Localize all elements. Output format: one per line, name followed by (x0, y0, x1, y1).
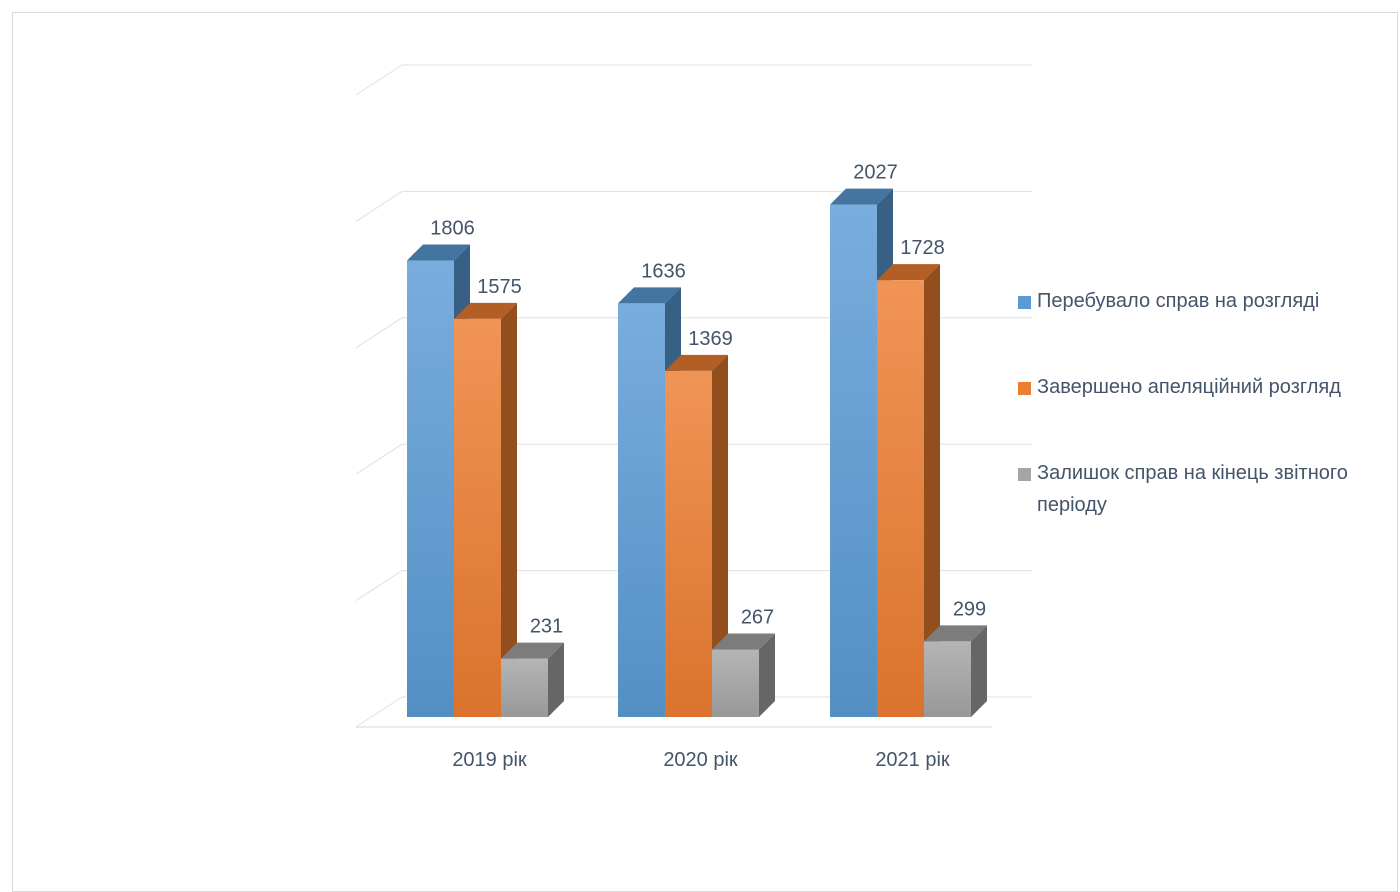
chart-legend: Перебувало справ на розгляді Завершено а… (1018, 285, 1388, 521)
legend-swatch-series-1 (1018, 296, 1031, 309)
data-label-2-1: 1636 (641, 260, 686, 282)
x-tick-label-3: 2021 рік (875, 749, 950, 771)
bar-1-3 (501, 642, 564, 717)
bar-front-2-2 (665, 370, 712, 717)
bar-front-3-3 (924, 641, 971, 717)
bar-side-1-2 (501, 302, 517, 717)
gridline-diag-500 (355, 570, 403, 602)
bar-top-2-2 (665, 354, 728, 371)
bar-side-2-3 (759, 633, 775, 717)
bar-top-2-3 (712, 633, 775, 650)
gridline-diag-1500 (355, 317, 403, 349)
bar-side-3-3 (971, 625, 987, 717)
gridline-diag-0 (355, 696, 403, 728)
bar-top-2-1 (618, 287, 681, 304)
data-labels: 1806 1575 231 2019 рік 1636 1369 267 2020 рік 20… (430, 162, 986, 771)
bar-top-3-3 (924, 625, 987, 642)
data-label-2-2: 1369 (688, 328, 733, 350)
bar-top-1-3 (501, 642, 564, 659)
bar-side-3-2 (924, 264, 940, 717)
legend-swatch-series-3 (1018, 468, 1031, 481)
bar-top-1-1 (407, 244, 470, 261)
bar-side-2-2 (712, 354, 728, 717)
legend-item-series-2: Завершено апеляційний розгляд (1018, 371, 1388, 403)
bar-3-3 (924, 625, 987, 717)
bar-front-1-2 (454, 318, 501, 717)
bars (407, 188, 987, 717)
legend-label-series-3: Залишок справ на кінець звітного періоду (1037, 462, 1348, 516)
legend-item-series-3: Залишок справ на кінець звітного періоду (1018, 457, 1388, 521)
legend-swatch-series-2 (1018, 382, 1031, 395)
data-label-1-2: 1575 (477, 276, 522, 298)
gridline-diag-2000 (355, 190, 403, 222)
bar-top-3-1 (830, 188, 893, 205)
bar-top-3-2 (877, 264, 940, 281)
data-label-2-3: 267 (741, 607, 774, 629)
bar-2-2 (665, 354, 728, 717)
bar-front-1-1 (407, 260, 454, 717)
bar-front-3-2 (877, 280, 924, 717)
data-label-1-3: 231 (530, 616, 563, 638)
gridline-diag-1000 (355, 443, 403, 475)
x-tick-label-2: 2020 рік (663, 749, 738, 771)
bar-side-1-3 (548, 642, 564, 717)
bar-1-2 (454, 302, 517, 717)
bar-top-1-2 (454, 302, 517, 319)
data-label-3-2: 1728 (900, 237, 945, 259)
bar-front-1-3 (501, 658, 548, 717)
data-label-3-1: 2027 (853, 162, 898, 184)
bar-2-3 (712, 633, 775, 717)
legend-label-series-1: Перебувало справ на розгляді (1037, 290, 1320, 312)
bar-front-2-3 (712, 649, 759, 717)
data-label-3-3: 299 (953, 598, 986, 620)
x-tick-label-1: 2019 рік (452, 749, 527, 771)
bar-front-3-1 (830, 204, 877, 717)
gridline-diag-2500 (355, 64, 403, 96)
bar-3-2 (877, 264, 940, 717)
legend-label-series-2: Завершено апеляційний розгляд (1037, 376, 1341, 398)
legend-item-series-1: Перебувало справ на розгляді (1018, 285, 1388, 317)
bar-front-2-1 (618, 303, 665, 717)
data-label-1-1: 1806 (430, 217, 475, 239)
